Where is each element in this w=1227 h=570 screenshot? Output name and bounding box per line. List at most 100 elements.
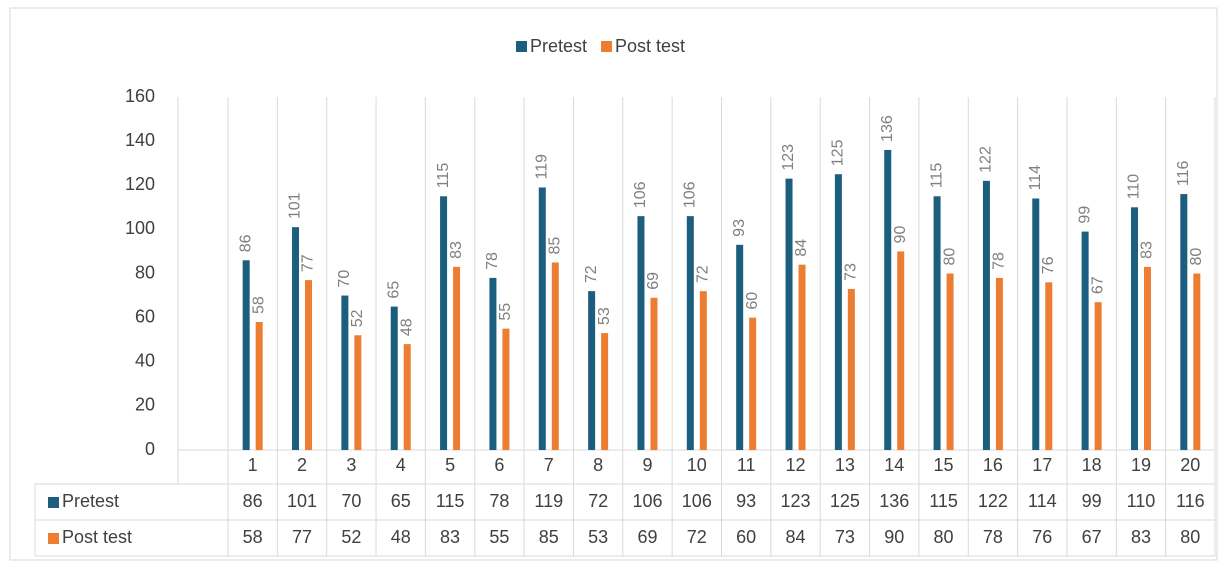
table-cell: 80 [1180, 527, 1200, 547]
y-tick-label: 160 [125, 86, 155, 106]
table-cell: 58 [243, 527, 263, 547]
bar [292, 227, 300, 450]
bar [650, 297, 658, 450]
table-cell: 65 [391, 491, 411, 511]
table-cell: 77 [292, 527, 312, 547]
table-cell: 86 [243, 491, 263, 511]
x-tick-label: 17 [1032, 455, 1052, 475]
bar [502, 328, 510, 450]
x-tick-label: 5 [445, 455, 455, 475]
data-label: 110 [1126, 174, 1143, 200]
y-tick-label: 140 [125, 130, 155, 150]
x-tick-label: 16 [983, 455, 1003, 475]
data-label: 122 [978, 146, 995, 173]
table-row-label: Post test [62, 527, 132, 547]
y-tick-label: 0 [145, 439, 155, 459]
bar [1193, 273, 1201, 450]
table-cell: 80 [934, 527, 954, 547]
data-label: 114 [1027, 165, 1044, 191]
bar [1130, 207, 1138, 450]
bar [453, 266, 461, 450]
bar [995, 277, 1003, 450]
bar [341, 295, 349, 450]
x-tick-label: 10 [687, 455, 707, 475]
bar [834, 174, 842, 450]
data-label: 90 [892, 226, 909, 244]
bar [242, 260, 250, 450]
bar [305, 280, 313, 450]
bar [1045, 282, 1053, 450]
table-cell: 67 [1082, 527, 1102, 547]
x-tick-label: 3 [346, 455, 356, 475]
data-label: 80 [941, 248, 958, 266]
table-cell: 78 [489, 491, 509, 511]
x-tick-label: 2 [297, 455, 307, 475]
data-label: 123 [780, 144, 797, 171]
table-cell: 85 [539, 527, 559, 547]
y-tick-label: 120 [125, 174, 155, 194]
x-tick-label: 8 [593, 455, 603, 475]
table-cell: 101 [287, 491, 317, 511]
bar [699, 291, 707, 450]
bar [884, 149, 892, 450]
table-swatch [48, 533, 59, 544]
bar [933, 196, 941, 450]
bar [637, 216, 645, 450]
legend-label: Pretest [530, 36, 587, 56]
bar [551, 262, 559, 450]
x-tick-label: 9 [642, 455, 652, 475]
data-label: 125 [830, 139, 847, 166]
data-label: 106 [632, 181, 649, 208]
y-tick-label: 40 [135, 351, 155, 371]
bar [736, 244, 744, 450]
data-label: 119 [533, 154, 550, 180]
table-cell: 83 [440, 527, 460, 547]
bar [1143, 266, 1151, 450]
bar [1032, 198, 1040, 450]
bar [255, 322, 263, 450]
table-cell: 52 [341, 527, 361, 547]
data-label: 60 [744, 292, 761, 310]
data-label: 83 [448, 241, 465, 259]
table-cell: 106 [682, 491, 712, 511]
table-cell: 122 [978, 491, 1008, 511]
bar [785, 178, 793, 450]
data-label: 101 [287, 192, 304, 219]
table-cell: 114 [1028, 491, 1057, 511]
data-label: 99 [1076, 206, 1093, 224]
chart-border [9, 7, 1218, 561]
table-cell: 72 [588, 491, 608, 511]
table-cell: 55 [489, 527, 509, 547]
bar [946, 273, 954, 450]
data-label: 72 [583, 265, 600, 283]
table-cell: 84 [786, 527, 806, 547]
table-cell: 70 [341, 491, 361, 511]
bar [897, 251, 905, 450]
bar [1094, 302, 1102, 450]
bar [403, 344, 411, 450]
data-label: 53 [596, 307, 613, 325]
data-label: 93 [731, 219, 748, 237]
y-tick-label: 20 [135, 395, 155, 415]
data-label: 85 [546, 237, 563, 255]
data-label: 48 [398, 318, 415, 336]
x-tick-label: 13 [835, 455, 855, 475]
x-tick-label: 19 [1131, 455, 1151, 475]
data-label: 78 [484, 252, 501, 270]
table-cell: 125 [830, 491, 860, 511]
table-cell: 73 [835, 527, 855, 547]
table-cell: 83 [1131, 527, 1151, 547]
bar [847, 288, 855, 450]
x-tick-label: 20 [1180, 455, 1200, 475]
x-tick-label: 14 [884, 455, 904, 475]
data-label: 77 [300, 254, 317, 272]
table-swatch [48, 497, 59, 508]
y-tick-label: 80 [135, 262, 155, 282]
x-tick-label: 18 [1082, 455, 1102, 475]
bar [982, 180, 990, 450]
bar [588, 291, 596, 450]
y-tick-label: 60 [135, 306, 155, 326]
legend-swatch [516, 41, 527, 52]
table-cell: 48 [391, 527, 411, 547]
data-label: 106 [682, 181, 699, 208]
